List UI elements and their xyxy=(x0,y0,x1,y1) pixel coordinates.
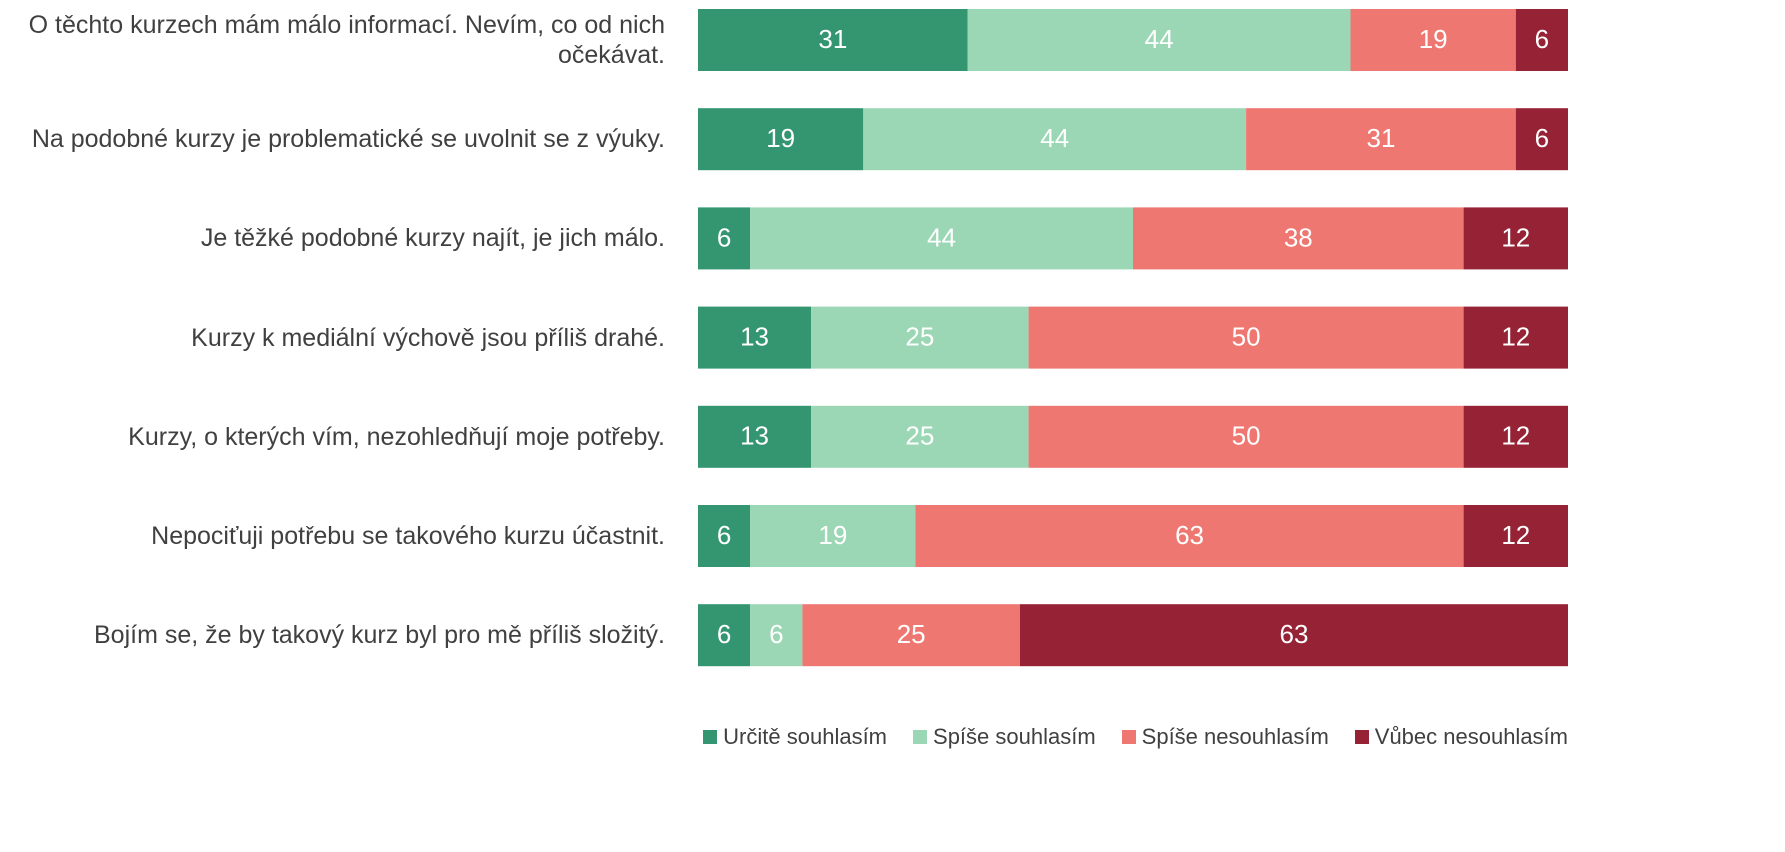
bar-segment xyxy=(967,9,1351,71)
value-label: 38 xyxy=(1284,222,1313,252)
bar-segment xyxy=(863,108,1247,171)
value-label: 6 xyxy=(717,520,731,550)
bar-segment xyxy=(1463,405,1568,468)
bar-segment xyxy=(698,505,751,567)
bar-segment xyxy=(1463,505,1568,567)
bar-segment xyxy=(1028,306,1464,369)
value-label: 13 xyxy=(740,421,769,451)
bar-segment xyxy=(811,405,1029,468)
legend-label: Vůbec nesouhlasím xyxy=(1374,724,1568,749)
value-label: 6 xyxy=(717,619,731,649)
bar-segment xyxy=(1019,604,1568,667)
value-label: 63 xyxy=(1279,619,1308,649)
bar-segment xyxy=(1515,108,1568,171)
bar-segment xyxy=(1246,108,1516,171)
category-label: Nepociťuji potřebu se takového kurzu úča… xyxy=(151,522,665,550)
value-label: 6 xyxy=(717,222,731,252)
value-label: 12 xyxy=(1501,421,1530,451)
bar-segment xyxy=(915,505,1464,567)
legend-label: Spíše nesouhlasím xyxy=(1141,724,1329,749)
value-label: 31 xyxy=(1366,123,1395,153)
value-label: 13 xyxy=(740,321,769,351)
value-label: 19 xyxy=(1419,24,1448,54)
bar-segment xyxy=(1133,207,1464,270)
legend-label: Určitě souhlasím xyxy=(723,724,888,749)
value-label: 25 xyxy=(905,421,934,451)
value-label: 12 xyxy=(1501,520,1530,550)
bar-segment xyxy=(1028,405,1464,468)
category-label: Na podobné kurzy je problematické se uvo… xyxy=(31,125,665,154)
value-label: 50 xyxy=(1232,421,1261,451)
bar-segment xyxy=(802,604,1020,667)
value-label: 12 xyxy=(1501,222,1530,252)
legend-swatch xyxy=(1354,730,1369,744)
category-label: Bojím se, že by takový kurz byl pro mě p… xyxy=(93,621,665,650)
value-label: 44 xyxy=(1040,123,1069,153)
bar-segment xyxy=(750,604,803,667)
bar-segment xyxy=(1463,306,1568,369)
bar-segment xyxy=(698,207,751,270)
category-label: Kurzy k mediální výchově jsou příliš dra… xyxy=(191,323,665,352)
bar-segment xyxy=(750,505,916,567)
category-label: Kurzy, o kterých vím, nezohledňují moje … xyxy=(128,422,665,451)
category-label: O těchto kurzech mám málo informací. Nev… xyxy=(28,11,665,69)
value-label: 50 xyxy=(1232,321,1261,351)
value-label: 6 xyxy=(1535,123,1549,153)
bar-segment xyxy=(811,306,1029,369)
bar-segment xyxy=(698,306,812,369)
bar-segment xyxy=(1350,9,1516,71)
bar-segment xyxy=(698,9,968,71)
value-label: 44 xyxy=(1145,24,1174,54)
value-label: 12 xyxy=(1501,321,1530,351)
bar-segment xyxy=(698,604,751,667)
bar-segment xyxy=(750,207,1133,270)
legend-swatch xyxy=(1121,730,1136,744)
category-label: Je těžké podobné kurzy najít, je jich má… xyxy=(200,224,665,253)
legend-swatch xyxy=(913,730,928,744)
bar-segment xyxy=(1515,9,1568,71)
legend-item: Spíše nesouhlasím xyxy=(1121,724,1329,750)
legend-item: Určitě souhlasím xyxy=(703,724,887,750)
value-label: 44 xyxy=(927,222,956,252)
value-label: 25 xyxy=(905,321,934,351)
value-label: 25 xyxy=(897,619,926,649)
value-label: 6 xyxy=(1535,24,1549,54)
legend: Určitě souhlasím Spíše souhlasím Spíše nes… xyxy=(703,724,1568,750)
legend-item: Spíše souhlasím xyxy=(913,724,1096,750)
bar-segment xyxy=(698,108,864,171)
bar-segment xyxy=(1463,207,1568,270)
value-label: 19 xyxy=(818,520,847,550)
bar-segment xyxy=(698,405,812,468)
legend-item: Vůbec nesouhlasím xyxy=(1354,724,1568,750)
legend-label: Spíše souhlasím xyxy=(933,724,1096,749)
value-label: 31 xyxy=(818,24,847,54)
value-label: 63 xyxy=(1175,520,1204,550)
value-label: 19 xyxy=(766,123,795,153)
legend-swatch xyxy=(703,730,718,744)
value-label: 6 xyxy=(769,619,783,649)
